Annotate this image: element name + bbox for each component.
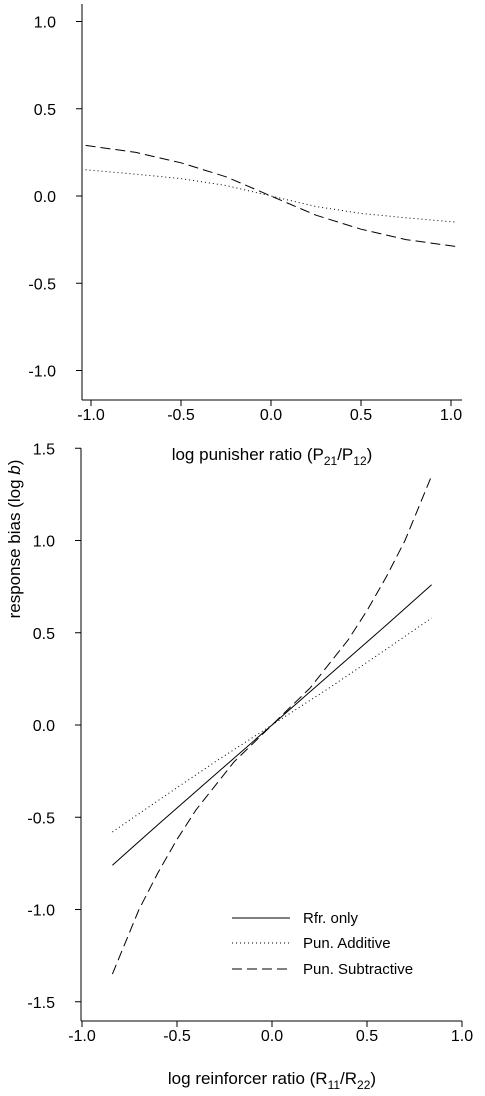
top-x-axis-title: log punisher ratio (P21/P12) <box>172 445 373 468</box>
shared-y-axis-title: response bias (log b) <box>5 460 24 619</box>
bottom-series-pun-subtractive <box>111 475 433 975</box>
top-x-tick-label: 0.5 <box>350 407 372 424</box>
bottom-x-tick-label: 1.0 <box>451 1028 473 1045</box>
top-y-tick-label: -0.5 <box>28 276 56 293</box>
top-x-tick-label: -1.0 <box>77 407 105 424</box>
bottom-chart: -1.5 -1.0 -0.5 0.0 0.5 1.0 1.5 -1.0 -0.5 0.0 0.5 1.… <box>27 441 473 1045</box>
legend-label-pun-subtractive: Pun. Subtractive <box>303 961 413 978</box>
top-y-tick-label: -1.0 <box>28 364 56 381</box>
bottom-y-tick-label: -1.0 <box>27 903 55 920</box>
bottom-y-tick-label: 0.5 <box>33 626 55 643</box>
bottom-y-tick-label: 1.5 <box>33 441 55 458</box>
top-y-tick-label: 1.0 <box>34 15 56 32</box>
top-chart: -1.0 -0.5 0.0 0.5 1.0 -1.0 -0.5 0.0 0.5 1.0 <box>28 4 462 424</box>
top-x-tick-label: -0.5 <box>167 407 195 424</box>
bottom-series-pun-additive <box>112 617 432 833</box>
bottom-x-axis-title: log reinforcer ratio (R11/R22) <box>168 1069 376 1091</box>
bottom-y-tick-label: -0.5 <box>27 810 55 827</box>
bottom-x-tick-label: -0.5 <box>163 1028 191 1045</box>
legend-label-rfr-only: Rfr. only <box>303 910 359 927</box>
legend-label-pun-additive: Pun. Additive <box>303 935 391 952</box>
bottom-y-tick-label: 0.0 <box>33 718 55 735</box>
bottom-x-tick-label: 0.0 <box>261 1028 283 1045</box>
bottom-y-tick-label: 1.0 <box>33 534 55 551</box>
top-y-tick-label: 0.0 <box>34 189 56 206</box>
top-y-tick-label: 0.5 <box>34 102 56 119</box>
bottom-y-tick-label: -1.5 <box>27 995 55 1012</box>
top-x-tick-label: 0.0 <box>260 407 282 424</box>
top-x-tick-label: 1.0 <box>440 407 462 424</box>
top-series-pun-subtractive <box>85 144 457 248</box>
bottom-x-tick-label: 0.5 <box>356 1028 378 1045</box>
bottom-x-tick-label: -1.0 <box>68 1028 96 1045</box>
legend: Rfr. only Pun. Additive Pun. Subtractive <box>232 910 413 978</box>
top-series-pun-additive <box>85 169 457 223</box>
